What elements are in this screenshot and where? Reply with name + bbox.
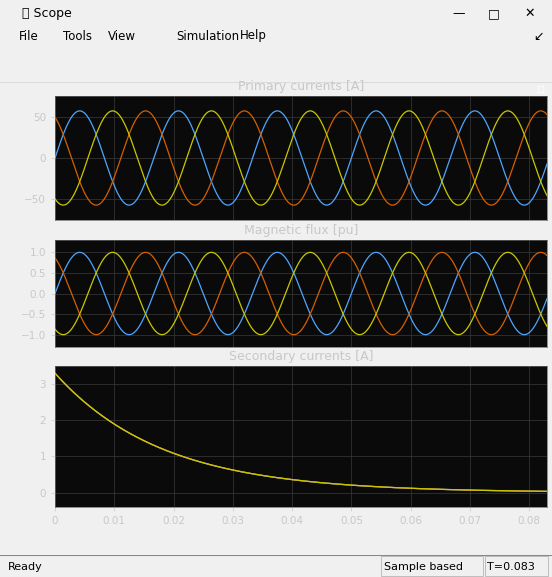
Text: T=0.083: T=0.083: [487, 562, 535, 572]
Text: Simulation: Simulation: [177, 29, 240, 43]
Bar: [381, 556, 483, 576]
Text: —: —: [452, 8, 464, 20]
Text: □: □: [488, 8, 500, 20]
Text: Sample based: Sample based: [384, 562, 463, 572]
Text: ⊡: ⊡: [536, 85, 544, 95]
Text: Help: Help: [240, 29, 267, 43]
Text: ✕: ✕: [524, 8, 535, 20]
Bar: [485, 556, 548, 576]
Text: View: View: [108, 29, 136, 43]
Title: Magnetic flux [pu]: Magnetic flux [pu]: [244, 224, 358, 238]
Text: Tools: Tools: [63, 29, 93, 43]
Text: File: File: [19, 29, 39, 43]
Title: Secondary currents [A]: Secondary currents [A]: [229, 350, 373, 364]
Text: 🔺 Scope: 🔺 Scope: [22, 8, 72, 20]
Text: ↙: ↙: [533, 29, 544, 43]
Title: Primary currents [A]: Primary currents [A]: [238, 80, 364, 93]
Text: Ready: Ready: [8, 562, 43, 572]
